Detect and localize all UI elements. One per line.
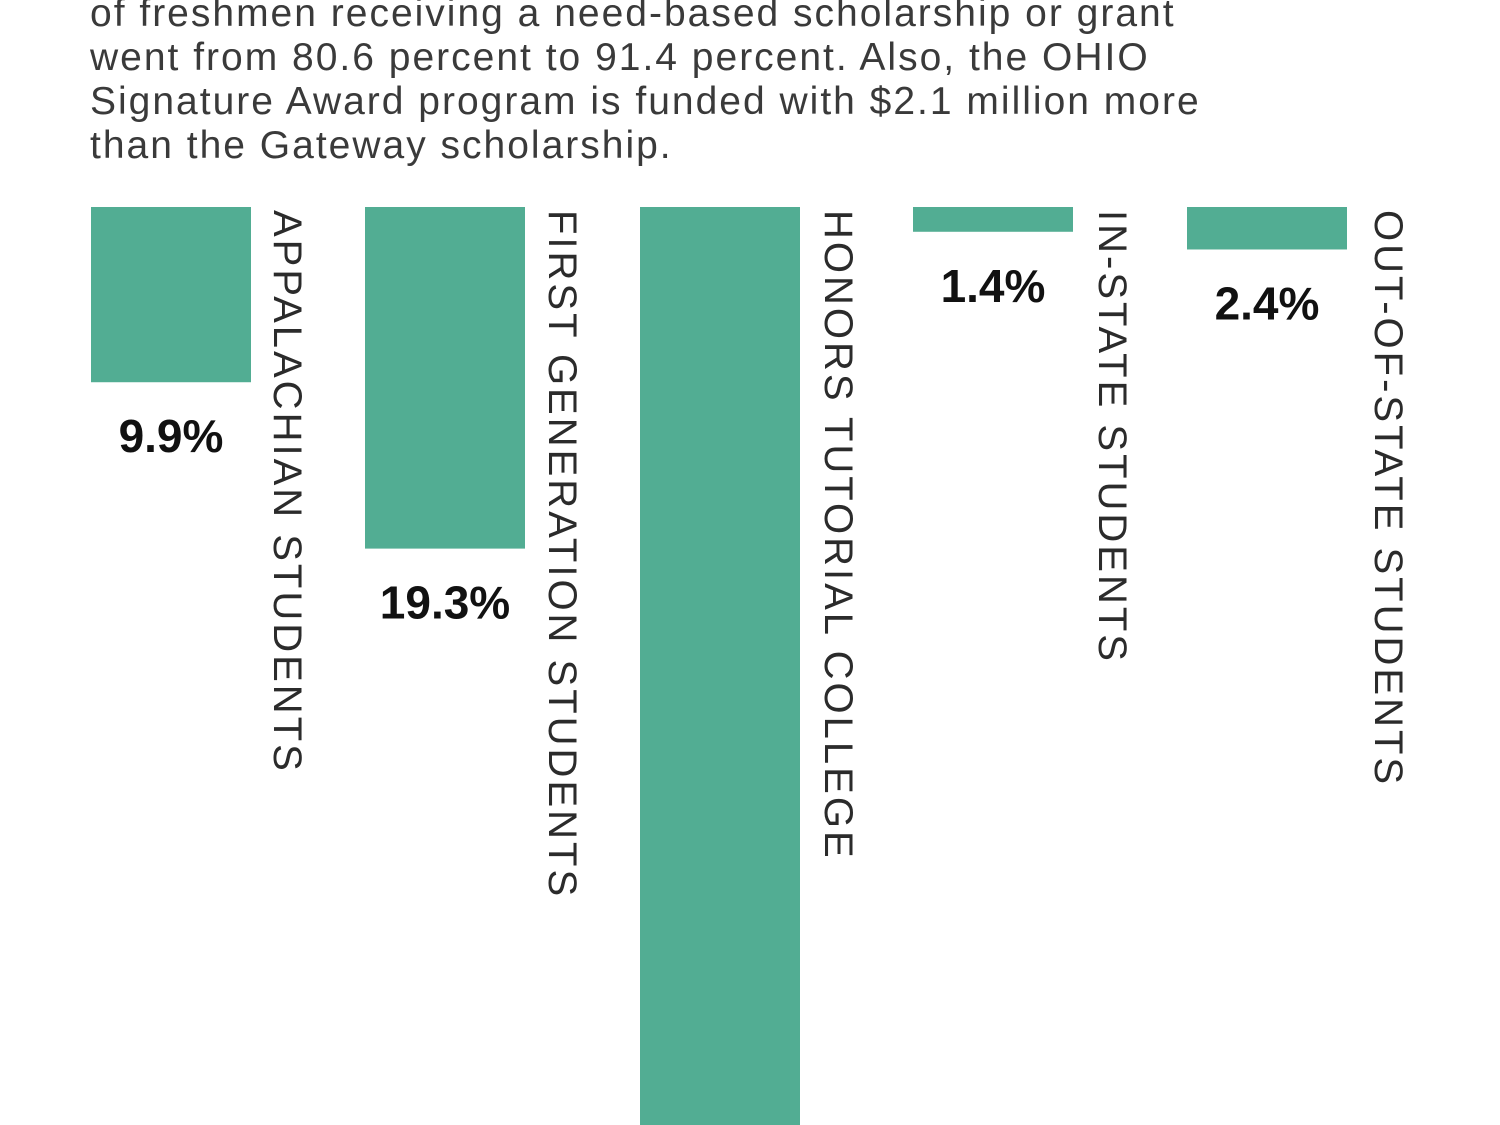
intro-line: than the Gateway scholarship. xyxy=(90,124,673,167)
category-label-first-generation-students: FIRST GENERATION STUDENTS xyxy=(540,210,584,899)
category-label-appalachian-students: APPALACHIAN STUDENTS xyxy=(265,210,309,774)
value-label-out-of-state-students: 2.4% xyxy=(1215,277,1320,329)
intro-paragraph: of freshmen receiving a need-based schol… xyxy=(90,0,1430,168)
intro-line: of freshmen receiving a need-based schol… xyxy=(90,0,1176,35)
intro-line: went from 80.6 percent to 91.4 percent. … xyxy=(90,36,1150,79)
value-label-first-generation-students: 19.3% xyxy=(380,577,510,629)
category-label-honors-tutorial-college: HONORS TUTORIAL COLLEGE xyxy=(816,210,860,861)
bar-in-state-students xyxy=(913,207,1073,232)
intro-line: Signature Award program is funded with $… xyxy=(90,80,1201,123)
category-label-out-of-state-students: OUT-OF-STATE STUDENTS xyxy=(1366,210,1410,787)
value-label-in-state-students: 1.4% xyxy=(941,260,1046,312)
bar-appalachian-students xyxy=(91,207,251,383)
category-label-in-state-students: IN-STATE STUDENTS xyxy=(1090,210,1134,664)
value-label-appalachian-students: 9.9% xyxy=(119,410,224,462)
bar-honors-tutorial-college xyxy=(640,207,800,1125)
bar-out-of-state-students xyxy=(1187,207,1347,250)
bar-first-generation-students xyxy=(365,207,525,549)
